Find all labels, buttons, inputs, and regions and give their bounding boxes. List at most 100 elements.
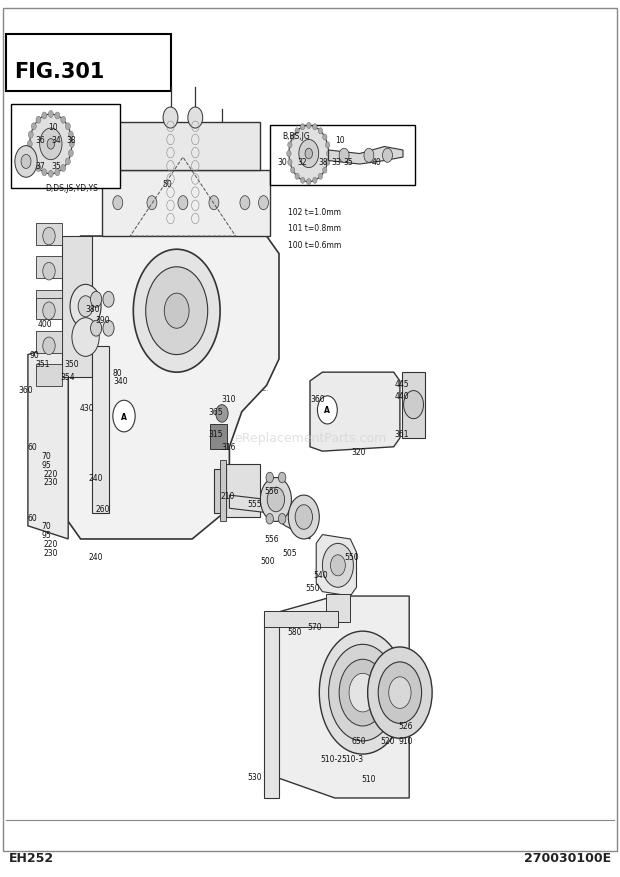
Circle shape	[42, 113, 46, 120]
Circle shape	[43, 338, 55, 355]
Text: 555: 555	[247, 500, 262, 509]
Bar	[36, 298, 62, 320]
Text: 310: 310	[221, 395, 236, 403]
Text: eReplacementParts.com: eReplacementParts.com	[234, 432, 386, 445]
Text: 100 t=0.6mm: 100 t=0.6mm	[288, 241, 342, 250]
Circle shape	[289, 126, 329, 182]
Circle shape	[305, 149, 312, 160]
Text: 556: 556	[264, 487, 279, 496]
Text: 315: 315	[208, 430, 223, 438]
Circle shape	[30, 115, 72, 175]
Text: 510-2: 510-2	[321, 754, 343, 763]
Text: B,BS,JG: B,BS,JG	[283, 132, 310, 140]
Text: 80: 80	[113, 368, 123, 377]
Text: 500: 500	[260, 557, 275, 566]
Circle shape	[291, 135, 295, 141]
Polygon shape	[310, 373, 400, 452]
Text: 580: 580	[287, 627, 302, 636]
Text: 360: 360	[310, 395, 325, 403]
Circle shape	[216, 405, 228, 423]
Text: 38: 38	[319, 158, 329, 167]
Circle shape	[113, 196, 123, 210]
Circle shape	[301, 125, 305, 131]
Circle shape	[319, 631, 406, 754]
Text: 360: 360	[19, 386, 33, 395]
Circle shape	[113, 401, 135, 432]
Text: 36: 36	[35, 136, 45, 145]
Circle shape	[133, 250, 220, 373]
Circle shape	[329, 645, 397, 741]
Circle shape	[178, 196, 188, 210]
Text: 210: 210	[221, 491, 236, 500]
Text: 240: 240	[89, 553, 104, 561]
Circle shape	[66, 159, 71, 166]
Circle shape	[322, 544, 353, 588]
Text: EH252: EH252	[9, 852, 55, 864]
Circle shape	[288, 143, 292, 149]
Text: 910: 910	[399, 737, 414, 745]
Circle shape	[55, 113, 60, 120]
Circle shape	[240, 196, 250, 210]
Text: 101 t=0.8mm: 101 t=0.8mm	[288, 224, 342, 232]
Bar	[36, 365, 62, 387]
Circle shape	[42, 169, 46, 176]
Bar	[11, 105, 120, 189]
Circle shape	[286, 151, 291, 158]
Text: 60: 60	[27, 443, 37, 452]
Bar	[36, 290, 62, 312]
Bar	[220, 460, 226, 522]
Bar	[36, 257, 62, 279]
Circle shape	[91, 321, 102, 337]
Text: 38: 38	[66, 136, 76, 145]
Text: 365: 365	[208, 408, 223, 417]
Circle shape	[78, 296, 93, 317]
Circle shape	[301, 178, 305, 184]
Text: 40: 40	[372, 158, 382, 167]
Circle shape	[306, 124, 311, 129]
Circle shape	[368, 647, 432, 738]
Text: 60: 60	[27, 513, 37, 522]
Circle shape	[103, 321, 114, 337]
Circle shape	[61, 117, 66, 124]
Text: 351: 351	[35, 360, 50, 368]
Text: 510-3: 510-3	[341, 754, 363, 763]
Circle shape	[378, 662, 422, 724]
Bar	[62, 237, 92, 377]
Circle shape	[68, 132, 73, 139]
Bar	[102, 171, 270, 237]
Circle shape	[70, 285, 101, 329]
Circle shape	[147, 196, 157, 210]
Circle shape	[163, 108, 178, 129]
Text: 33: 33	[331, 158, 341, 167]
Bar	[36, 224, 62, 246]
Circle shape	[312, 178, 317, 184]
Text: A: A	[121, 412, 127, 421]
Text: 95: 95	[42, 460, 51, 469]
Circle shape	[43, 263, 55, 281]
Circle shape	[61, 166, 66, 173]
Circle shape	[295, 129, 299, 135]
Circle shape	[288, 160, 292, 166]
Circle shape	[404, 391, 423, 419]
Circle shape	[278, 514, 286, 524]
Text: 540: 540	[314, 570, 329, 579]
Text: 10: 10	[48, 123, 58, 132]
Text: 260: 260	[95, 504, 110, 513]
Text: 230: 230	[43, 548, 58, 557]
Bar	[264, 614, 279, 798]
Circle shape	[318, 174, 322, 180]
Text: 240: 240	[89, 474, 104, 482]
Circle shape	[40, 129, 62, 160]
Text: 10: 10	[335, 136, 345, 145]
Bar	[36, 332, 62, 353]
Circle shape	[36, 166, 41, 173]
Text: 220: 220	[43, 539, 58, 548]
Text: 400: 400	[37, 320, 52, 329]
Text: 35: 35	[51, 162, 61, 171]
Text: FIG.301: FIG.301	[14, 62, 104, 82]
Circle shape	[209, 196, 219, 210]
Circle shape	[322, 168, 327, 174]
Circle shape	[31, 159, 36, 166]
Circle shape	[326, 151, 331, 158]
Text: 90: 90	[29, 351, 39, 360]
